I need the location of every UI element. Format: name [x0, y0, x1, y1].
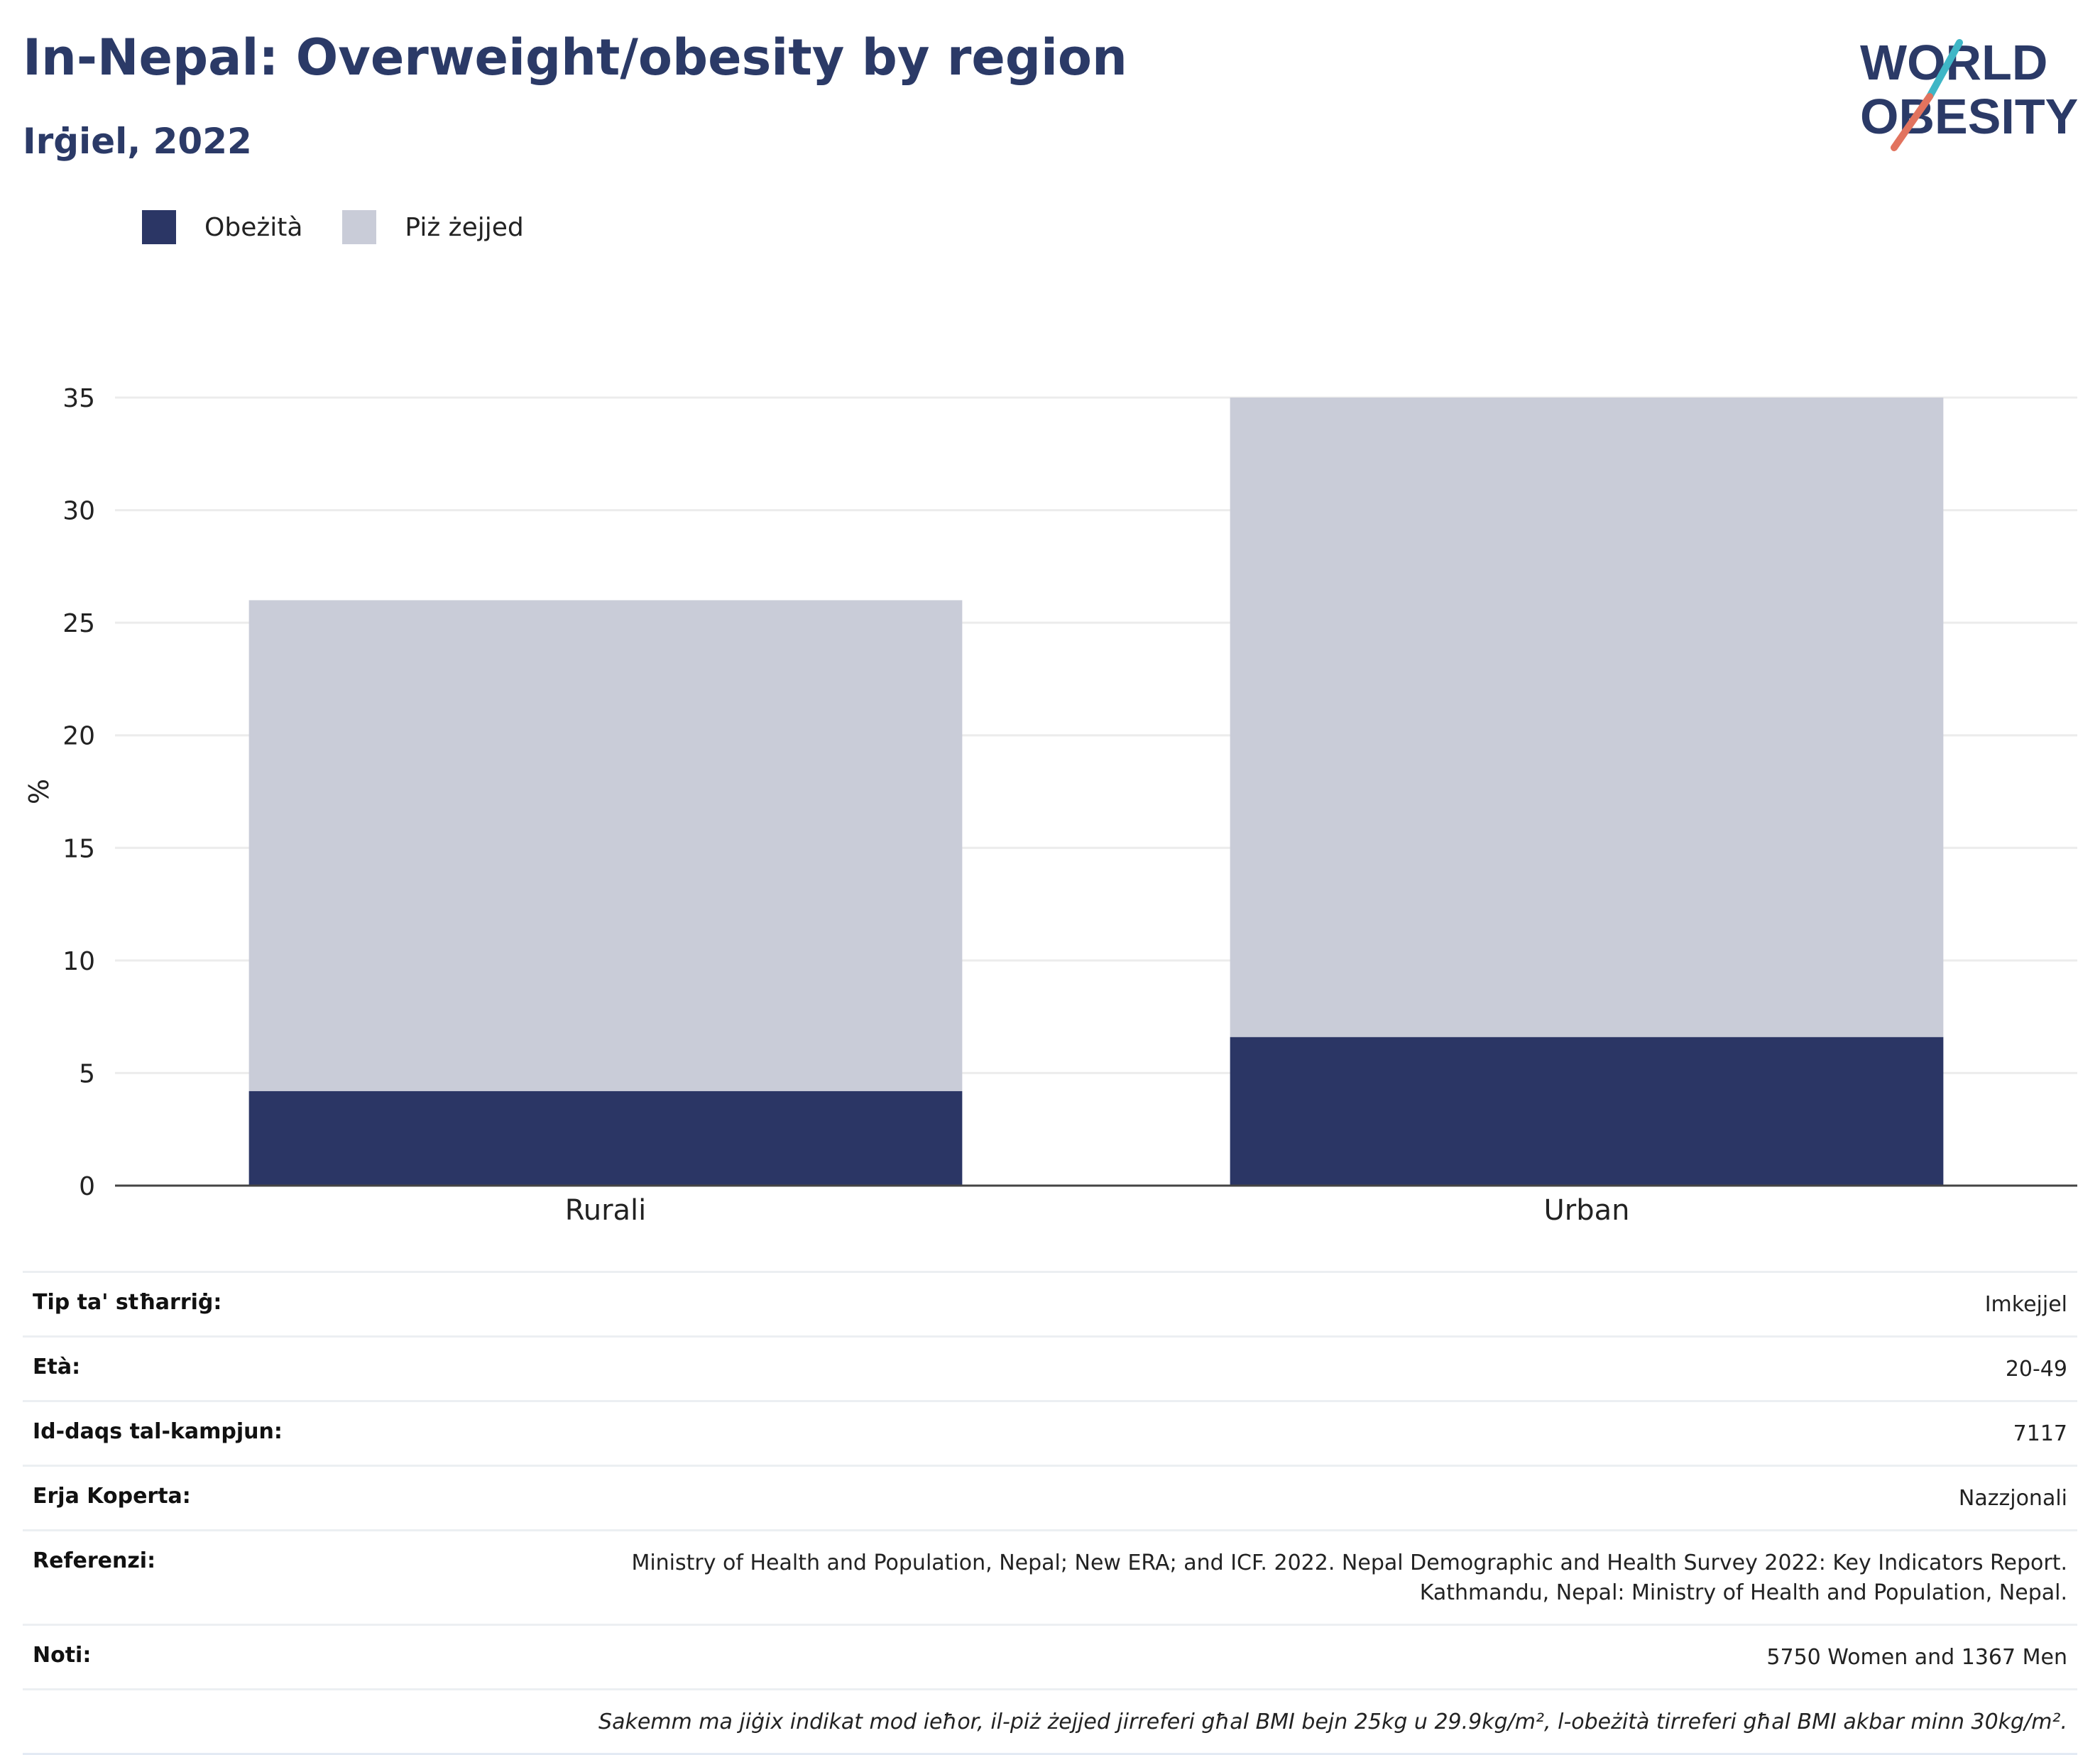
y-tick-label: 30: [62, 497, 95, 526]
info-row-sample-size: Id-daqs tal-kampjun: 7117: [23, 1400, 2077, 1465]
legend-swatch-overweight: [342, 210, 377, 244]
bar-rurali-overweight: [248, 600, 963, 1091]
y-tick-label: 35: [62, 384, 95, 413]
logo-slash-teal: [1926, 39, 1963, 100]
info-row-survey-type: Tip ta' stħarriġ: Imkejjel: [23, 1271, 2077, 1335]
info-value: 20-49: [2005, 1357, 2067, 1382]
legend-swatch-obesity: [142, 210, 176, 244]
logo-slash-coral: [1891, 93, 1933, 151]
y-tick-label: 0: [79, 1172, 95, 1201]
info-value: 7117: [2013, 1421, 2067, 1446]
bar-rurali-obesity: [248, 1090, 963, 1186]
bar-chart: 0 5 10 15 20 25 30 35% Rurali Urban: [23, 384, 2077, 1227]
bar-urban-overweight: [1230, 398, 1944, 1037]
info-table: Tip ta' stħarriġ: Imkejjel Età: 20-49 Id…: [23, 1271, 2077, 1755]
info-key: Noti:: [33, 1643, 92, 1668]
info-row-age: Età: 20-49: [23, 1335, 2077, 1400]
legend-label-obesity: Obeżità: [204, 212, 303, 242]
info-key: Id-daqs tal-kampjun:: [33, 1419, 283, 1444]
chart-title: In-Nepal: Overweight/obesity by region: [23, 28, 1127, 87]
info-key: Referenzi:: [33, 1548, 156, 1573]
y-tick-label: 25: [62, 609, 95, 638]
info-key: Tip ta' stħarriġ:: [33, 1290, 222, 1315]
world-obesity-logo: WORLD OBESITY: [1860, 35, 2078, 151]
y-tick-label: 10: [62, 947, 95, 976]
info-value: Nazzjonali: [1958, 1486, 2067, 1511]
x-tick-label: Rurali: [565, 1194, 647, 1227]
x-tick-label: Urban: [1544, 1194, 1630, 1227]
info-value: Imkejjel: [1984, 1292, 2067, 1317]
info-row-area-covered: Erja Koperta: Nazzjonali: [23, 1465, 2077, 1529]
info-value: 5750 Women and 1367 Men: [1766, 1645, 2067, 1670]
info-row-references: Referenzi: Ministry of Health and Popula…: [23, 1529, 2077, 1624]
chart-legend: Obeżità Piż żejjed: [142, 210, 564, 244]
y-axis-label: %: [23, 779, 55, 804]
chart-subtitle: Irġiel, 2022: [23, 121, 252, 162]
reference-line-1: Ministry of Health and Population, Nepal…: [631, 1551, 2067, 1575]
info-value: Ministry of Health and Population, Nepal…: [631, 1548, 2067, 1608]
info-footnote: Sakemm ma jiġix indikat mod ieħor, il-pi…: [598, 1710, 2067, 1734]
logo-line1: WORLD: [1860, 35, 2047, 90]
info-key: Erja Koperta:: [33, 1484, 191, 1509]
legend-item-overweight[interactable]: Piż żejjed: [342, 210, 524, 244]
y-tick-label: 15: [62, 834, 95, 863]
info-key: Età:: [33, 1355, 81, 1379]
info-row-notes: Noti: 5750 Women and 1367 Men: [23, 1624, 2077, 1688]
reference-line-2: Kathmandu, Nepal: Ministry of Health and…: [1419, 1580, 2067, 1605]
legend-label-overweight: Piż żejjed: [405, 212, 524, 242]
info-row-footnote: Sakemm ma jiġix indikat mod ieħor, il-pi…: [23, 1688, 2077, 1755]
y-tick-label: 20: [62, 722, 95, 751]
legend-item-obesity[interactable]: Obeżità: [142, 210, 302, 244]
y-tick-label: 5: [79, 1059, 95, 1088]
logo-line2: OBESITY: [1860, 89, 2078, 144]
bar-urban-obesity: [1230, 1037, 1944, 1186]
